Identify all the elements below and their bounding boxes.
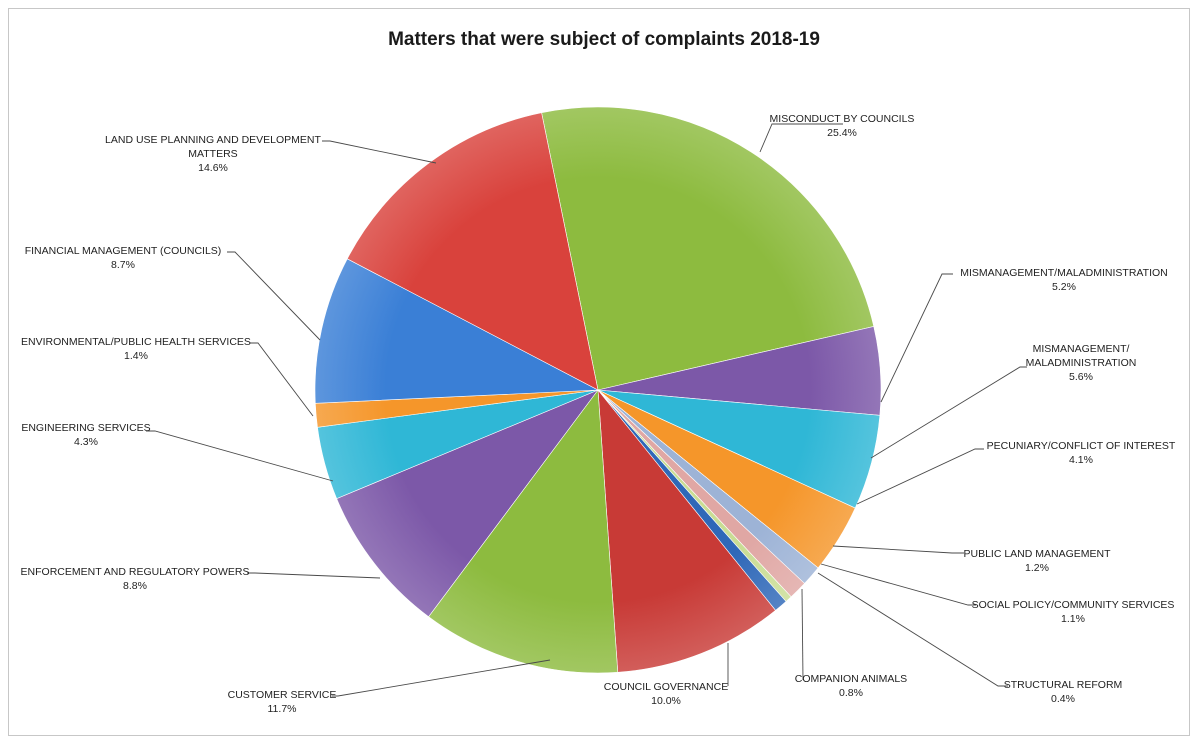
slice-name: COMPANION ANIMALS xyxy=(795,673,907,685)
leader-line xyxy=(820,563,976,606)
slice-label: MISMANAGEMENT/MALADMINISTRATION 5.6% xyxy=(1026,343,1137,383)
pie-slice xyxy=(314,258,600,404)
leader-line xyxy=(856,448,984,505)
slice-name: LAND USE PLANNING AND DEVELOPMENT xyxy=(105,134,321,146)
leader-line xyxy=(870,366,1027,459)
slice-label: ENFORCEMENT AND REGULATORY POWERS 8.8% xyxy=(21,566,250,592)
slice-name: MISCONDUCT BY COUNCILS xyxy=(770,113,915,125)
slice-percent: 25.4% xyxy=(827,127,857,139)
slice-name: SOCIAL POLICY/COMMUNITY SERVICES xyxy=(972,599,1175,611)
pie-slice xyxy=(346,112,599,391)
pie-slice xyxy=(597,389,776,673)
slice-name: MISMANAGEMENT/MALADMINISTRATION xyxy=(960,267,1167,279)
slice-name: CUSTOMER SERVICE xyxy=(228,689,337,701)
slice-percent: 5.6% xyxy=(1069,371,1093,383)
slice-percent: 11.7% xyxy=(268,703,297,715)
leader-line xyxy=(247,572,381,579)
slice-label: PUBLIC LAND MANAGEMENT 1.2% xyxy=(963,548,1111,574)
pie-slice xyxy=(336,389,599,618)
slice-label: COUNCIL GOVERNANCE 10.0% xyxy=(604,681,728,707)
slice-percent: 1.1% xyxy=(1061,613,1085,625)
slice-name: FINANCIAL MANAGEMENT (COUNCILS) xyxy=(25,245,222,257)
slice-name: MISMANAGEMENT/ xyxy=(1033,343,1130,355)
leader-line xyxy=(227,251,321,341)
slice-label: CUSTOMER SERVICE 11.7% xyxy=(228,689,337,715)
leader-line xyxy=(880,273,953,403)
slice-percent: 10.0% xyxy=(651,695,681,707)
slice-label: MISMANAGEMENT/MALADMINISTRATION 5.2% xyxy=(960,267,1167,293)
slice-label: ENGINEERING SERVICES 4.3% xyxy=(21,422,150,448)
leader-line xyxy=(817,572,1008,687)
leader-line xyxy=(146,430,334,482)
pie-slice xyxy=(541,106,875,391)
slice-label: PECUNIARY/CONFLICT OF INTEREST 4.1% xyxy=(987,440,1176,466)
slice-percent: 14.6% xyxy=(198,162,228,174)
slice-name: COUNCIL GOVERNANCE xyxy=(604,681,728,693)
pie-slice xyxy=(428,389,619,674)
leader-line xyxy=(322,140,437,164)
slice-percent: 8.7% xyxy=(111,259,135,271)
slice-label: FINANCIAL MANAGEMENT (COUNCILS) 8.7% xyxy=(25,245,222,271)
slice-name: STRUCTURAL REFORM xyxy=(1004,679,1123,691)
slice-name: MATTERS xyxy=(188,148,237,160)
slice-percent: 0.4% xyxy=(1051,693,1075,705)
slice-name: ENGINEERING SERVICES xyxy=(21,422,150,434)
slice-name: ENVIRONMENTAL/PUBLIC HEALTH SERVICES xyxy=(21,336,251,348)
chart-title: Matters that were subject of complaints … xyxy=(388,29,820,50)
slice-name: ENFORCEMENT AND REGULATORY POWERS xyxy=(21,566,250,578)
slice-name: MALADMINISTRATION xyxy=(1026,357,1137,369)
leader-line xyxy=(832,545,964,554)
pie-slices xyxy=(314,106,882,674)
slice-label: LAND USE PLANNING AND DEVELOPMENT MATTERS… xyxy=(105,134,321,174)
slice-percent: 5.2% xyxy=(1052,281,1076,293)
slice-label: ENVIRONMENTAL/PUBLIC HEALTH SERVICES 1.4% xyxy=(21,336,251,362)
slice-percent: 0.8% xyxy=(839,687,863,699)
slice-name: PUBLIC LAND MANAGEMENT xyxy=(963,548,1111,560)
leader-line xyxy=(332,659,551,697)
slice-labels: MISCONDUCT BY COUNCILS 25.4% MISMANAGEMENT… xyxy=(21,113,1176,715)
slice-label: SOCIAL POLICY/COMMUNITY SERVICES 1.1% xyxy=(972,599,1175,625)
slice-percent: 8.8% xyxy=(123,580,147,592)
slice-label: COMPANION ANIMALS 0.8% xyxy=(795,673,907,699)
slice-percent: 4.1% xyxy=(1069,454,1093,466)
slice-label: STRUCTURAL REFORM 0.4% xyxy=(1004,679,1123,705)
leader-line xyxy=(250,342,314,417)
slice-percent: 1.2% xyxy=(1025,562,1049,574)
slice-name: PECUNIARY/CONFLICT OF INTEREST xyxy=(987,440,1176,452)
leader-line xyxy=(801,588,804,681)
slice-label: MISCONDUCT BY COUNCILS 25.4% xyxy=(770,113,915,139)
slice-percent: 1.4% xyxy=(124,350,148,362)
slice-percent: 4.3% xyxy=(74,436,98,448)
leader-line xyxy=(759,123,843,153)
